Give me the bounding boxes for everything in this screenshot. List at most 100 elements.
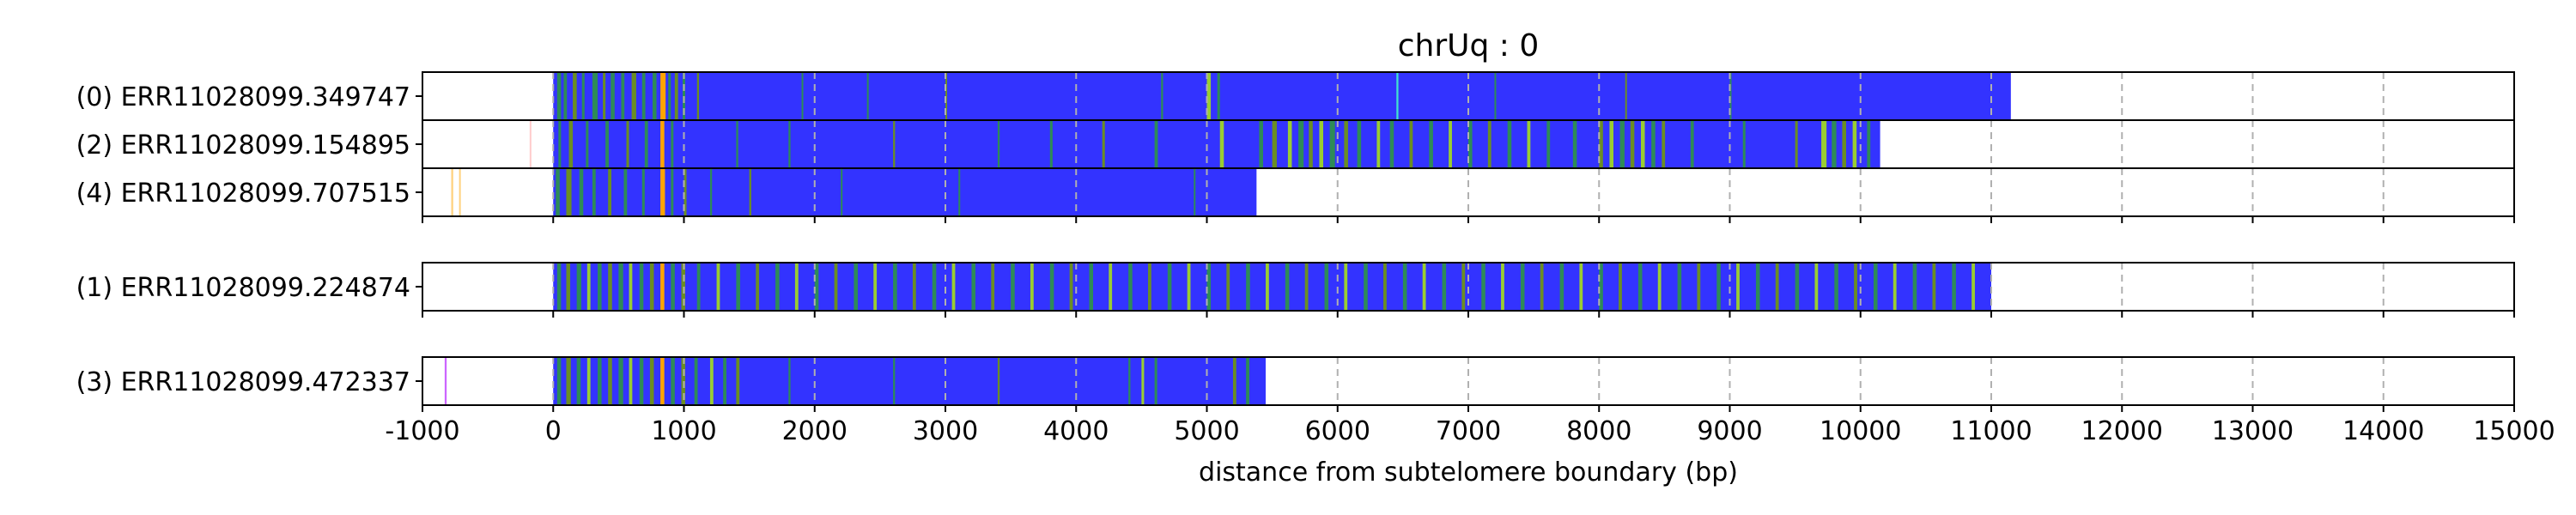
read-stripe <box>1147 263 1151 311</box>
read-stripe <box>581 72 585 120</box>
read-stripe <box>716 263 720 311</box>
read-stripe <box>1736 263 1740 311</box>
read-stripe <box>641 168 645 216</box>
read-stripe <box>1049 263 1054 311</box>
read-stripe <box>1527 120 1531 168</box>
read-stripe <box>1637 263 1643 311</box>
read-stripe <box>1259 120 1263 168</box>
read-stripe <box>608 263 612 311</box>
read-stripe <box>788 120 791 168</box>
read-stripe <box>893 357 896 405</box>
read-stripe <box>576 357 581 405</box>
read-label: (3) ERR11028099.472337 <box>76 367 410 397</box>
chart-title: chrUq : 0 <box>1398 28 1540 64</box>
read-stripe <box>1219 120 1224 168</box>
read-stripe <box>1389 120 1394 168</box>
read-stripe <box>1344 263 1348 311</box>
read-stripe <box>1795 120 1798 168</box>
read-stripe <box>451 168 453 216</box>
x-tick-label: 2000 <box>782 416 848 446</box>
read-stripe <box>1579 263 1583 311</box>
read-stripe <box>841 168 843 216</box>
read-stripe <box>1396 72 1399 120</box>
read-stripe <box>1206 263 1212 311</box>
read-stripe <box>1128 263 1133 311</box>
read-stripe <box>1716 263 1721 311</box>
read-stripe <box>694 357 698 405</box>
read-stripe <box>529 120 532 168</box>
read-stripe <box>649 263 654 311</box>
read-stripe <box>696 263 701 311</box>
read-stripe <box>674 72 678 120</box>
read-stripe <box>1572 120 1577 168</box>
read-stripe <box>997 357 1000 405</box>
read-stripe <box>723 357 726 405</box>
read-stripe <box>709 357 714 405</box>
read-stripe <box>1755 263 1760 311</box>
read-stripe <box>1487 120 1492 168</box>
read-stripe <box>1540 263 1544 311</box>
read-stripe <box>639 357 644 405</box>
read-label: (1) ERR11028099.224874 <box>76 273 410 303</box>
read-label: (4) ERR11028099.707515 <box>76 179 410 209</box>
read-stripe <box>556 168 560 216</box>
read-stripe <box>1854 263 1857 311</box>
read-stripe <box>1102 120 1105 168</box>
read-stripe <box>1246 357 1249 405</box>
read-stripe <box>951 263 956 311</box>
read-stripe <box>1187 263 1191 311</box>
read-stripe <box>629 263 633 311</box>
read-stripe <box>618 357 623 405</box>
read-stripe <box>556 357 562 405</box>
x-tick-label: 10000 <box>1820 416 1901 446</box>
read-stripe <box>958 168 961 216</box>
read-stripe <box>556 263 562 311</box>
read-stripe <box>1742 120 1746 168</box>
read-stripe <box>1520 263 1525 311</box>
read-stripe <box>1932 263 1936 311</box>
x-tick-label: 1000 <box>651 416 716 446</box>
read-stripe <box>1832 120 1837 168</box>
read-stripe <box>788 357 791 405</box>
read-stripe <box>671 357 675 405</box>
read-stripe <box>444 357 447 405</box>
read-stripe <box>1690 120 1694 168</box>
read-stripe <box>592 72 598 120</box>
read-stripe <box>1011 263 1015 311</box>
read-stripe <box>1625 72 1627 120</box>
read-stripe <box>1344 120 1348 168</box>
read-stripe <box>1161 72 1163 120</box>
read-stripe <box>1402 263 1407 311</box>
read-bar <box>553 72 2011 120</box>
read-label: (0) ERR11028099.349747 <box>76 82 410 112</box>
read-stripe <box>629 357 633 405</box>
read-stripe <box>1609 120 1613 168</box>
read-stripe <box>997 120 1000 168</box>
read-stripe <box>1814 263 1819 311</box>
read-stripe <box>1194 168 1196 216</box>
read-stripe <box>671 168 674 216</box>
read-stripe <box>991 263 995 311</box>
read-stripe <box>1304 263 1309 311</box>
read-stripe <box>696 72 700 120</box>
read-stripe <box>1298 120 1304 168</box>
read-stripe <box>1376 120 1381 168</box>
read-stripe <box>671 120 674 168</box>
read-stripe <box>1481 263 1485 311</box>
read-stripe <box>1501 263 1504 311</box>
x-tick-label: 7000 <box>1436 416 1501 446</box>
read-stripe <box>660 357 665 405</box>
x-tick-label: 0 <box>545 416 562 446</box>
read-stripe <box>1167 263 1172 311</box>
read-bar <box>553 168 1257 216</box>
read-label: (2) ERR11028099.154895 <box>76 130 410 161</box>
read-stripe <box>626 120 629 168</box>
read-stripe <box>756 263 760 311</box>
read-stripe <box>1429 120 1433 168</box>
read-stripe <box>1246 263 1250 311</box>
read-stripe <box>556 72 562 120</box>
x-tick-label: 3000 <box>913 416 978 446</box>
read-stripe <box>1217 72 1220 120</box>
x-tick-label: 4000 <box>1043 416 1109 446</box>
